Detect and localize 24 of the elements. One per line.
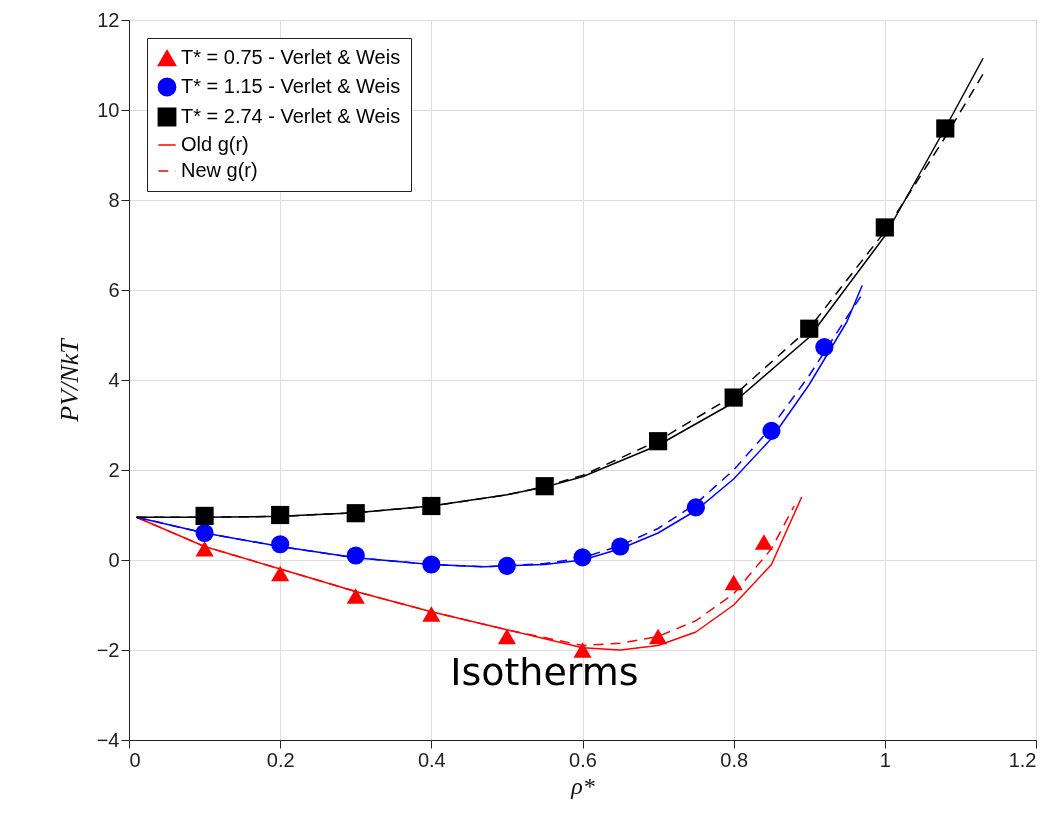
y-axis-title: PV/NkT	[54, 337, 84, 423]
legend-label: T* = 2.74 - Verlet & Weis	[181, 105, 401, 127]
legend-label: T* = 1.15 - Verlet & Weis	[181, 75, 401, 97]
x-tick-label: 0.2	[266, 748, 295, 771]
x-tick-label: 0	[129, 748, 141, 771]
y-tick-label: 12	[97, 8, 120, 31]
y-tick-label: −4	[96, 728, 120, 751]
x-tick-label: 0.4	[417, 748, 446, 771]
y-tick-label: 8	[108, 188, 120, 211]
y-tick-label: −2	[96, 638, 120, 661]
annotation: Isotherms	[450, 650, 639, 695]
legend-label: T* = 0.75 - Verlet & Weis	[181, 46, 401, 68]
x-axis-title: ρ*	[570, 772, 595, 799]
y-tick-label: 2	[108, 458, 120, 481]
x-tick-label: 1.2	[1008, 748, 1037, 771]
legend-label: Old g(r)	[181, 133, 249, 155]
x-tick-label: 1	[879, 748, 891, 771]
legend-label: New g(r)	[181, 159, 258, 181]
y-tick-label: 4	[108, 368, 120, 391]
y-tick-label: 6	[108, 278, 120, 301]
x-tick-label: 0.8	[720, 748, 749, 771]
x-tick-label: 0.6	[569, 748, 597, 771]
y-tick-label: 10	[97, 98, 120, 121]
y-tick-label: 0	[108, 548, 120, 571]
